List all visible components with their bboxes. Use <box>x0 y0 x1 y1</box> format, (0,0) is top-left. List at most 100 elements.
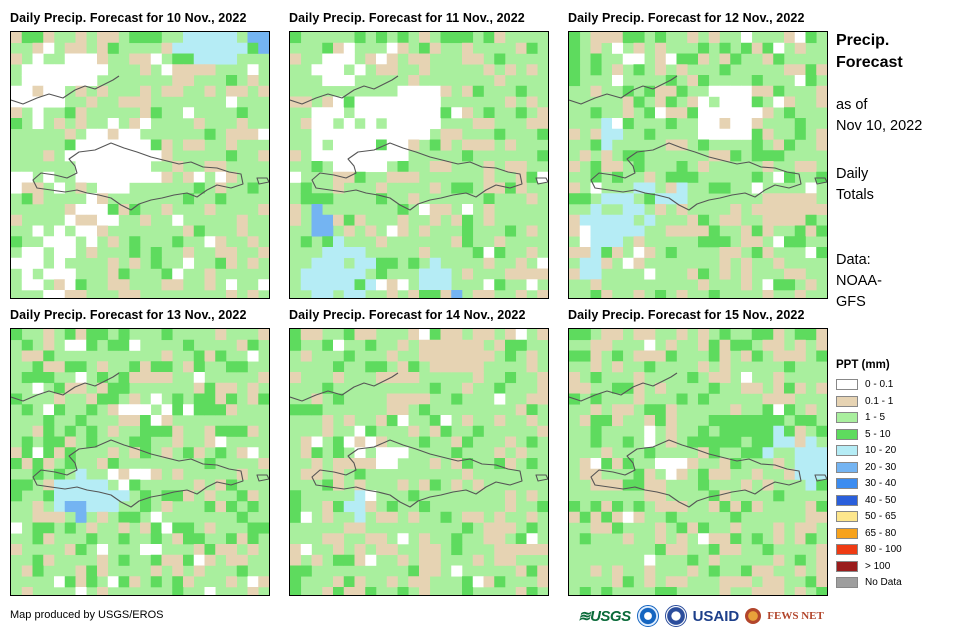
precip-cell <box>215 329 227 341</box>
precip-cell <box>784 139 796 151</box>
precip-cell <box>601 139 613 151</box>
precip-cell <box>354 522 366 534</box>
precip-cell <box>655 53 667 65</box>
precip-cell <box>515 107 527 119</box>
precip-cell <box>483 64 495 76</box>
precip-cell <box>483 171 495 183</box>
precip-cell <box>258 247 269 259</box>
precip-cell <box>343 53 355 65</box>
precip-cell <box>676 544 688 556</box>
precip-cell <box>429 107 441 119</box>
precip-cell <box>354 279 366 291</box>
precip-cell <box>472 554 484 566</box>
precip-cell <box>719 425 731 437</box>
precip-cell <box>708 236 720 248</box>
precip-cell <box>43 533 55 545</box>
data-source-line-2: GFS <box>836 294 866 310</box>
precip-cell <box>526 268 538 280</box>
precip-cell <box>365 128 377 140</box>
precip-cell <box>236 118 248 130</box>
precip-cell <box>794 382 806 394</box>
precip-cell <box>644 415 656 427</box>
precip-cell <box>655 490 667 502</box>
precip-cell <box>258 150 269 162</box>
precip-cell <box>226 279 238 291</box>
precip-cell <box>140 501 152 513</box>
precip-cell <box>730 339 742 351</box>
precip-cell <box>376 458 388 470</box>
precip-cell <box>365 361 377 373</box>
precip-cell <box>505 458 517 470</box>
precip-cell <box>64 107 76 119</box>
forecast-map-4 <box>10 328 270 596</box>
precip-cell <box>161 42 173 54</box>
precip-cell <box>204 393 216 405</box>
precip-cell <box>741 372 753 384</box>
precip-cell <box>687 96 699 108</box>
precip-cell <box>129 436 141 448</box>
precip-cell <box>354 257 366 269</box>
precip-cell <box>708 468 720 480</box>
precip-cell <box>322 107 334 119</box>
precip-cell <box>537 501 548 513</box>
precip-cell <box>698 361 710 373</box>
precip-cell <box>601 511 613 523</box>
precip-cell <box>784 214 796 226</box>
precip-cell <box>64 425 76 437</box>
precip-cell <box>322 118 334 130</box>
precip-cell <box>590 425 602 437</box>
precip-cell <box>21 404 33 416</box>
precip-cell <box>569 225 581 237</box>
precip-cell <box>354 161 366 173</box>
precip-cell <box>537 425 548 437</box>
precip-cell <box>762 544 774 556</box>
precip-cell <box>633 64 645 76</box>
precip-cell <box>590 404 602 416</box>
precip-cell <box>515 533 527 545</box>
precip-cell <box>300 565 312 577</box>
precip-cell <box>590 257 602 269</box>
precip-cell <box>226 501 238 513</box>
precip-cell <box>773 150 785 162</box>
legend-label: 1 - 5 <box>865 412 886 423</box>
precip-cell <box>719 268 731 280</box>
precip-cell <box>537 268 548 280</box>
precip-cell <box>494 75 506 87</box>
precip-cell <box>805 247 817 259</box>
precip-cell <box>193 225 205 237</box>
precip-cell <box>505 139 517 151</box>
legend-swatch <box>836 445 858 456</box>
precip-cell <box>730 511 742 523</box>
precip-cell <box>311 436 323 448</box>
precip-cell <box>665 247 677 259</box>
precip-cell <box>11 53 23 65</box>
precip-cell <box>751 204 763 216</box>
precip-cell <box>633 468 645 480</box>
precip-cell <box>429 425 441 437</box>
precip-cell <box>236 554 248 566</box>
precip-cell <box>462 415 474 427</box>
precip-cell <box>193 53 205 65</box>
precip-cell <box>236 447 248 459</box>
precip-cell <box>183 554 195 566</box>
precip-cell <box>32 350 44 362</box>
precip-cell <box>708 350 720 362</box>
precip-cell <box>698 107 710 119</box>
precip-cell <box>43 236 55 248</box>
precip-cell <box>719 501 731 513</box>
precip-cell <box>172 522 184 534</box>
precip-cell <box>343 329 355 341</box>
precip-cell <box>75 511 87 523</box>
precip-cell <box>408 193 420 205</box>
precip-cell <box>665 468 677 480</box>
precip-cell <box>633 96 645 108</box>
precip-cell <box>43 64 55 76</box>
precip-cell <box>365 257 377 269</box>
precip-cell <box>215 404 227 416</box>
precip-cell <box>64 150 76 162</box>
precip-cell <box>75 479 87 491</box>
precip-cell <box>43 490 55 502</box>
precip-cell <box>43 425 55 437</box>
precip-cell <box>751 247 763 259</box>
precip-cell <box>408 128 420 140</box>
